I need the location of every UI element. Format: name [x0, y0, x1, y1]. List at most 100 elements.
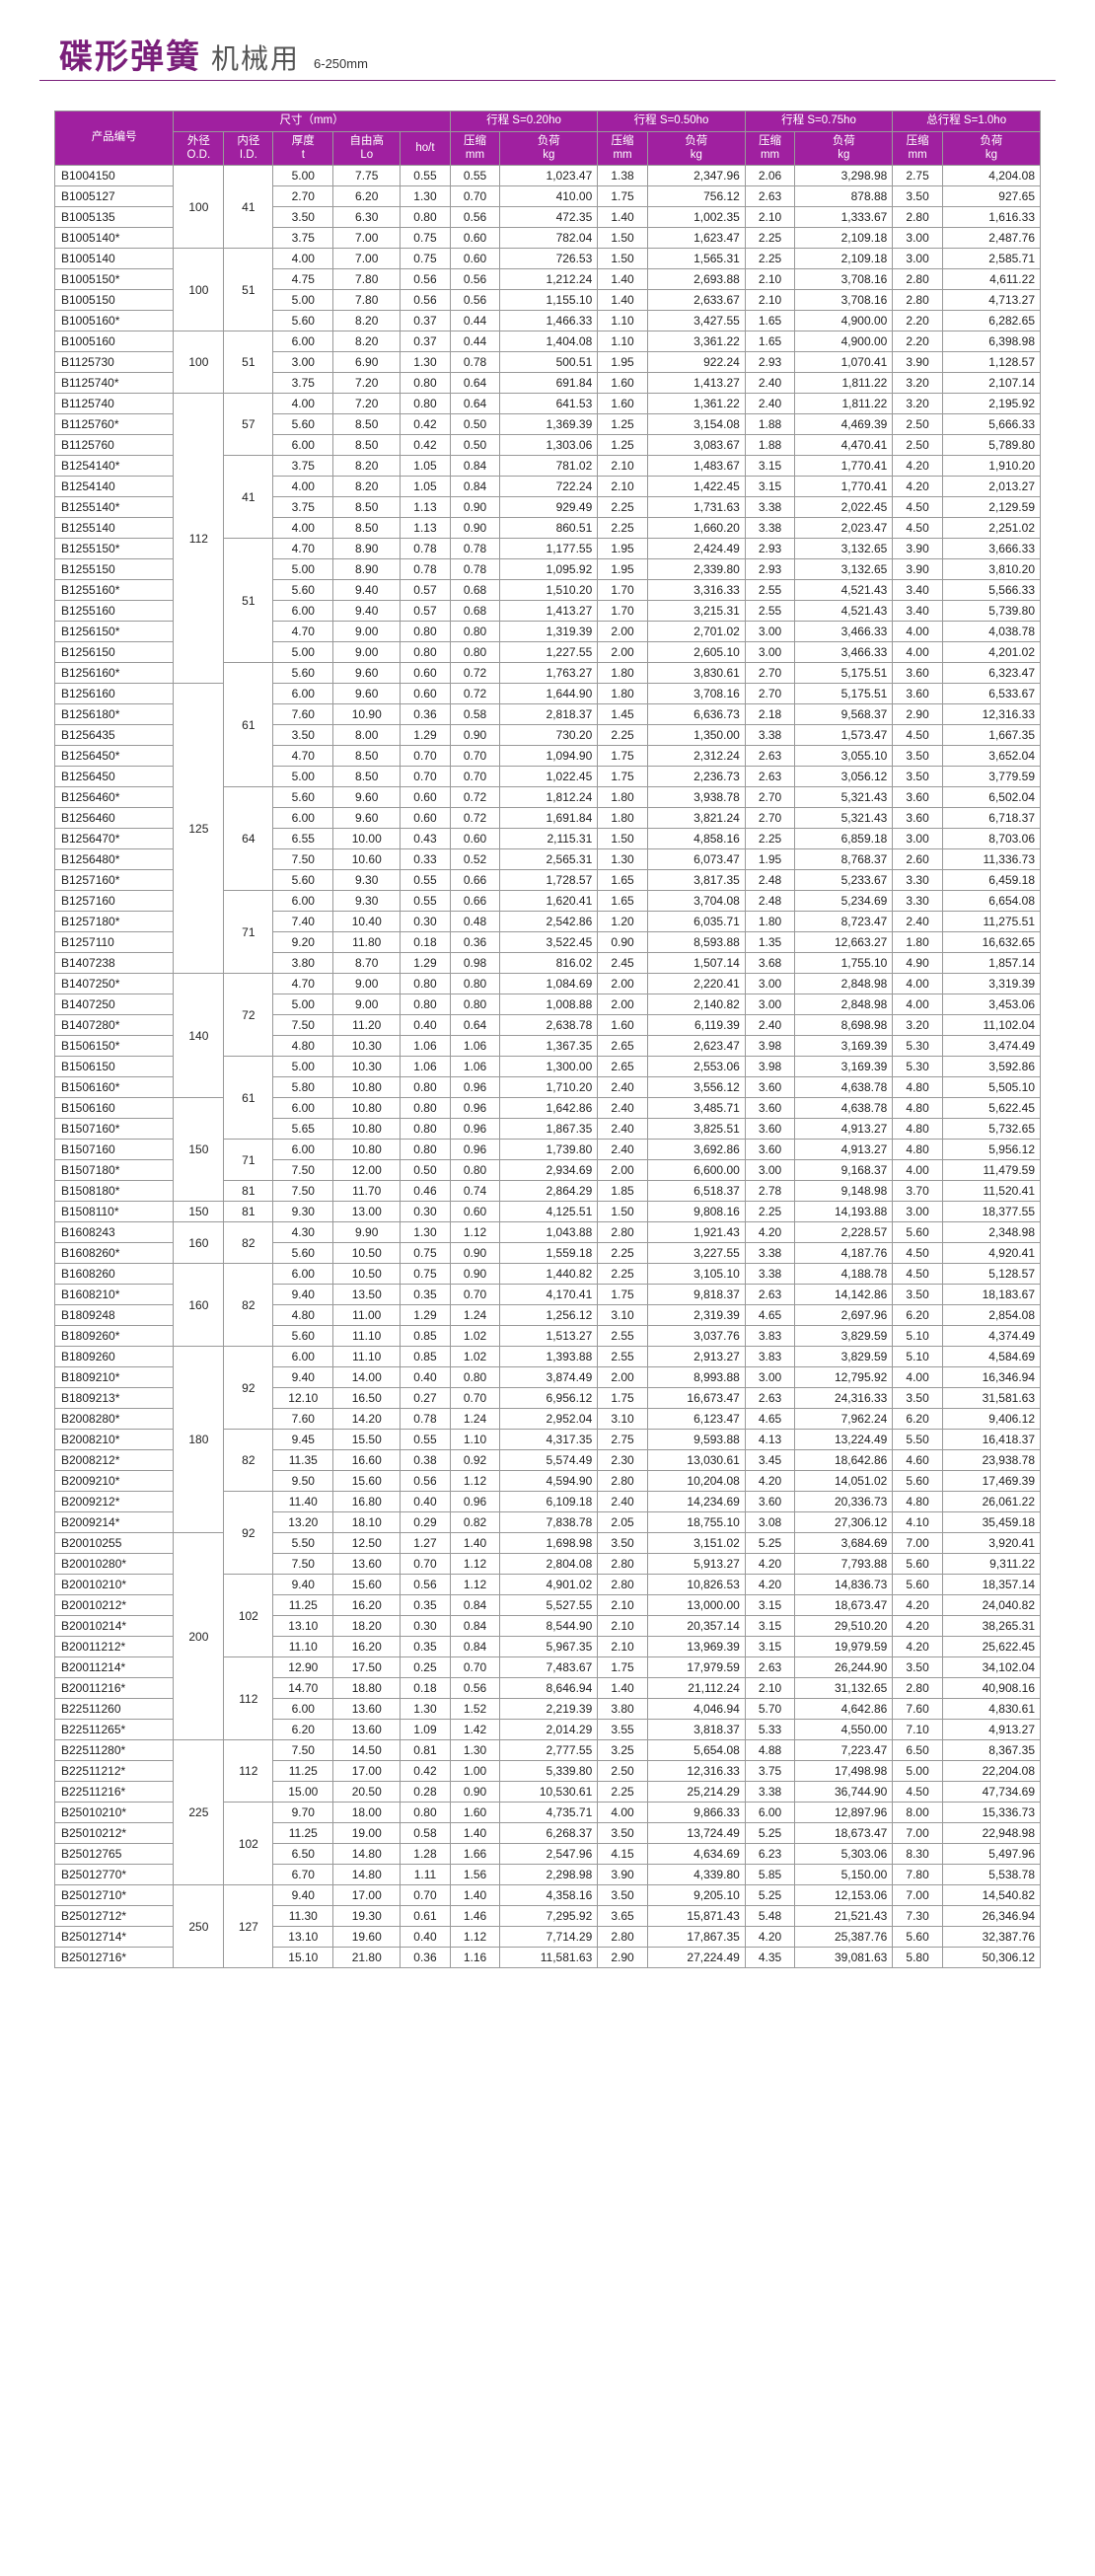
cell: 26,346.94 [942, 1906, 1040, 1927]
cell: 1,513.27 [500, 1326, 598, 1347]
cell: 3,779.59 [942, 767, 1040, 787]
cell-id: 41 [224, 166, 273, 249]
cell-code: B1005140* [55, 228, 174, 249]
cell: 6,282.65 [942, 311, 1040, 331]
cell-id: 71 [224, 1140, 273, 1181]
cell: 1.50 [598, 829, 648, 849]
cell: 3.50 [893, 1657, 943, 1678]
cell: 5.60 [893, 1471, 943, 1492]
cell: 3.90 [893, 559, 943, 580]
cell: 4.20 [893, 456, 943, 477]
cell-code: B20011216* [55, 1678, 174, 1699]
cell: 1,413.27 [500, 601, 598, 622]
cell: 0.80 [401, 1140, 451, 1160]
cell: 13,000.00 [647, 1595, 745, 1616]
cell: 4.20 [745, 1927, 795, 1948]
cell: 10.80 [333, 1077, 401, 1098]
cell: 0.55 [401, 870, 451, 891]
cell: 0.52 [450, 849, 500, 870]
cell: 3.60 [745, 1492, 795, 1512]
cell: 2.63 [745, 1657, 795, 1678]
cell: 2.70 [745, 684, 795, 704]
cell: 1,369.39 [500, 414, 598, 435]
cell: 3,810.20 [942, 559, 1040, 580]
cell: 9.20 [273, 932, 333, 953]
cell: 6.00 [273, 435, 333, 456]
cell: 5,622.45 [942, 1098, 1040, 1119]
cell: 0.57 [401, 601, 451, 622]
table-row: B22511280*2251127.5014.500.811.302,777.5… [55, 1740, 1041, 1761]
cell: 3.15 [745, 1595, 795, 1616]
cell: 2,701.02 [647, 622, 745, 642]
cell: 1,910.20 [942, 456, 1040, 477]
cell: 929.49 [500, 497, 598, 518]
cell: 7.60 [273, 1409, 333, 1430]
cell-id: 81 [224, 1202, 273, 1222]
col-load: 负荷kg [795, 131, 893, 166]
cell: 4,638.78 [795, 1098, 893, 1119]
cell: 1,642.86 [500, 1098, 598, 1119]
cell: 0.64 [450, 394, 500, 414]
cell-code: B1508110* [55, 1202, 174, 1222]
cell: 5.00 [273, 767, 333, 787]
cell-code: B1407280* [55, 1015, 174, 1036]
cell: 1.06 [450, 1057, 500, 1077]
cell: 3,818.37 [647, 1720, 745, 1740]
cell: 1.06 [401, 1057, 451, 1077]
cell-code: B1608260 [55, 1264, 174, 1285]
cell-code: B1608260* [55, 1243, 174, 1264]
cell: 4.20 [745, 1222, 795, 1243]
cell: 12.10 [273, 1388, 333, 1409]
cell: 0.90 [450, 497, 500, 518]
cell: 11.30 [273, 1906, 333, 1927]
cell: 2,109.18 [795, 228, 893, 249]
cell: 11,581.63 [500, 1948, 598, 1968]
cell: 3.38 [745, 518, 795, 539]
cell: 1.30 [598, 849, 648, 870]
cell: 0.90 [450, 725, 500, 746]
cell: 38,265.31 [942, 1616, 1040, 1637]
cell: 1,413.27 [647, 373, 745, 394]
cell: 13.60 [333, 1699, 401, 1720]
cell: 12,663.27 [795, 932, 893, 953]
col-comp: 压缩mm [598, 131, 648, 166]
cell: 1.30 [401, 186, 451, 207]
cell: 3,485.71 [647, 1098, 745, 1119]
cell-code: B20010280* [55, 1554, 174, 1575]
cell: 0.70 [401, 767, 451, 787]
cell: 2,638.78 [500, 1015, 598, 1036]
cell: 35,459.18 [942, 1512, 1040, 1533]
cell: 2.10 [745, 269, 795, 290]
cell: 0.56 [450, 290, 500, 311]
cell: 3.65 [598, 1906, 648, 1927]
cell: 2.10 [598, 1616, 648, 1637]
cell: 0.70 [450, 746, 500, 767]
cell: 9,818.37 [647, 1285, 745, 1305]
cell: 2.80 [893, 207, 943, 228]
cell: 3.50 [893, 186, 943, 207]
cell-code: B1254140 [55, 477, 174, 497]
cell: 8.50 [333, 497, 401, 518]
cell: 2.55 [745, 601, 795, 622]
cell: 5.10 [893, 1347, 943, 1367]
cell: 9.40 [273, 1885, 333, 1906]
cell: 1.65 [745, 331, 795, 352]
cell: 16.20 [333, 1637, 401, 1657]
cell: 0.90 [598, 932, 648, 953]
cell: 2.20 [893, 331, 943, 352]
col-od: 外径O.D. [174, 131, 224, 166]
cell: 2.00 [598, 974, 648, 994]
cell: 2.65 [598, 1057, 648, 1077]
cell: 4,521.43 [795, 580, 893, 601]
cell: 6,268.37 [500, 1823, 598, 1844]
cell-code: B1256470* [55, 829, 174, 849]
cell: 0.80 [450, 994, 500, 1015]
cell: 16.60 [333, 1450, 401, 1471]
cell: 16.80 [333, 1492, 401, 1512]
cell: 0.70 [450, 186, 500, 207]
cell: 2.40 [745, 394, 795, 414]
cell: 3,427.55 [647, 311, 745, 331]
cell: 3.45 [745, 1450, 795, 1471]
cell: 3,316.33 [647, 580, 745, 601]
cell: 1,667.35 [942, 725, 1040, 746]
